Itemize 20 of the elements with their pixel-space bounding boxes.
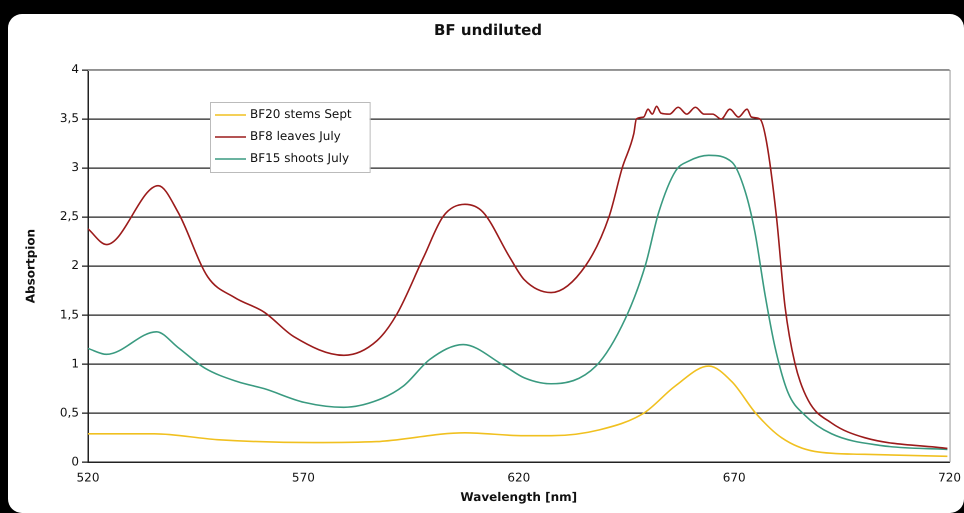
legend-label: BF8 leaves July <box>250 129 341 144</box>
legend-label: BF20 stems Sept <box>250 107 352 122</box>
x-tick-label: 570 <box>292 470 315 485</box>
y-tick-label: 3 <box>71 160 79 174</box>
x-tick-label: 620 <box>507 470 530 485</box>
y-tick-label: 0,5 <box>60 405 79 420</box>
legend-label: BF15 shoots July <box>250 151 350 166</box>
x-tick-label: 670 <box>722 470 746 485</box>
y-tick-label: 3,5 <box>60 111 79 126</box>
y-tick-label: 2 <box>71 258 79 272</box>
y-tick-label: 0 <box>71 454 79 468</box>
y-tick-label: 1,5 <box>60 307 79 322</box>
chart-title: BF undiluted <box>434 20 542 39</box>
x-tick-label: 720 <box>938 470 961 485</box>
y-tick-label: 1 <box>71 356 79 370</box>
x-tick-label: 520 <box>76 470 100 485</box>
y-axis-title: Absortpion <box>23 228 38 304</box>
x-axis-title: Wavelength [nm] <box>460 490 578 504</box>
y-tick-label: 4 <box>71 62 79 76</box>
y-tick-label: 2,5 <box>60 209 79 224</box>
